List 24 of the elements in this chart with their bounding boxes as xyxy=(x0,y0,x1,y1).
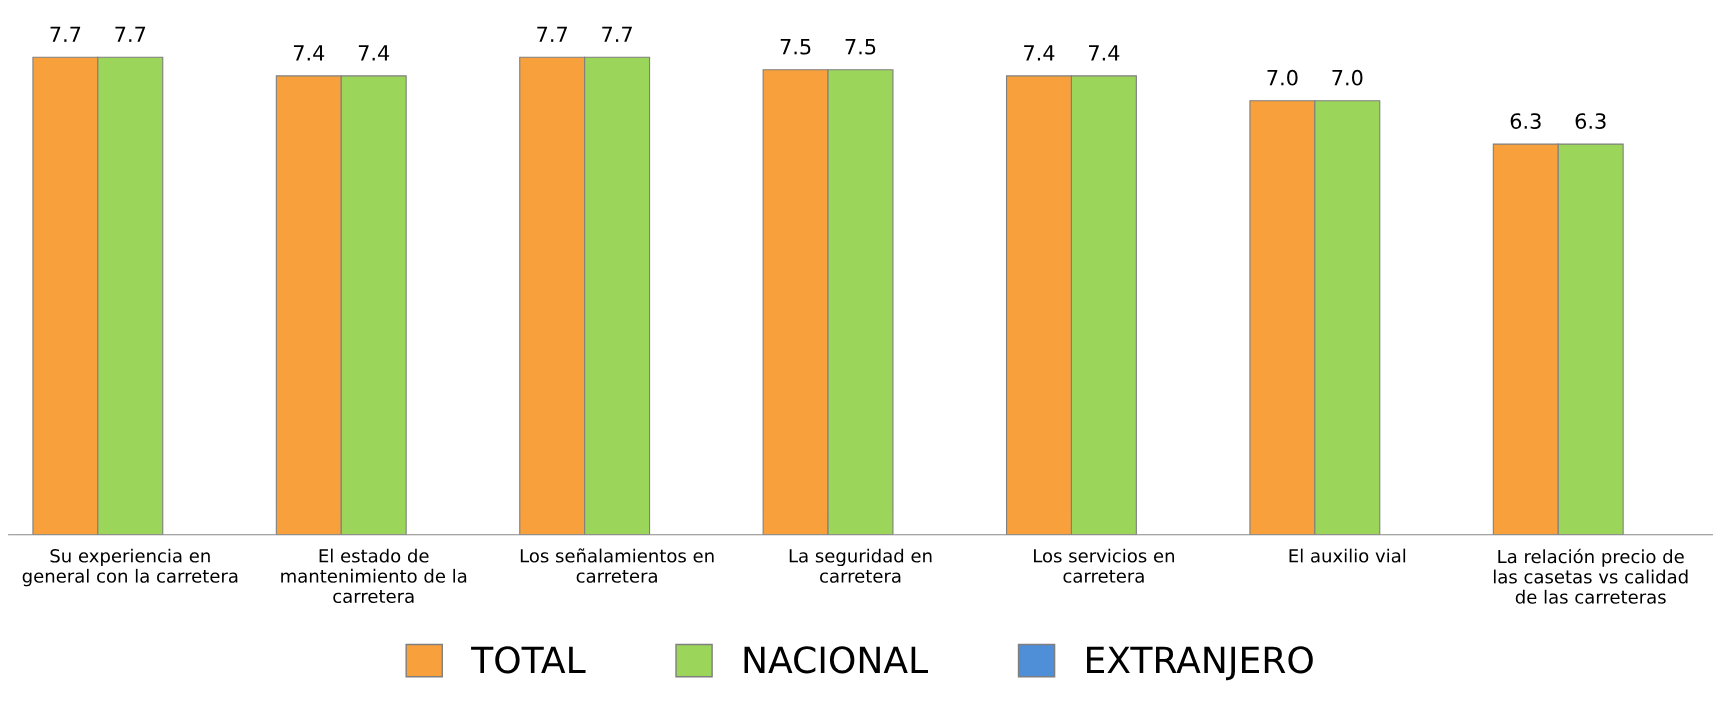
x-tick-label: Los señalamientos en carretera xyxy=(520,548,714,583)
data-label: 7.0 xyxy=(1332,69,1363,86)
data-label: 7.5 xyxy=(845,39,876,55)
data-label: 7.7 xyxy=(115,26,146,42)
data-label: 7.4 xyxy=(358,45,390,61)
x-tick-label: Su experiencia en general con la carretera xyxy=(22,548,238,587)
data-label: 7.4 xyxy=(1089,45,1120,61)
x-tick-label: La seguridad en carretera xyxy=(789,548,932,583)
legend-label: EXTRANJERO xyxy=(1087,646,1313,681)
data-label: 7.7 xyxy=(50,26,81,42)
legend-label: TOTAL xyxy=(471,646,586,674)
legend-label: NACIONAL xyxy=(744,646,929,674)
data-label: 7.0 xyxy=(1267,69,1298,86)
data-label: 7.7 xyxy=(537,26,567,42)
data-label: 6.3 xyxy=(1510,113,1541,129)
x-tick-label: El estado de mantenimiento de la carretera xyxy=(281,548,467,604)
data-label: 7.5 xyxy=(780,39,811,55)
data-label: 7.4 xyxy=(1024,45,1055,61)
data-label: 6.3 xyxy=(1575,113,1606,129)
x-tick-label: El auxilio vial xyxy=(1289,548,1406,563)
data-label: 7.4 xyxy=(293,45,325,61)
x-tick-label: Los servicios en carretera xyxy=(1034,548,1174,583)
x-tick-label: La relación precio de las casetas vs calidad de las carreteras xyxy=(1493,548,1688,604)
data-label: 7.7 xyxy=(602,26,632,42)
